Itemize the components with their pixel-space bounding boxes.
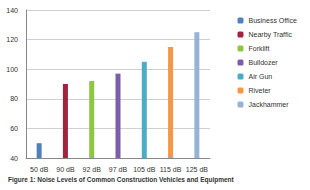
svg-text:Figure 1: Noise Levels of Comm: Figure 1: Noise Levels of Common Constru… (8, 176, 235, 184)
svg-text:Forklift: Forklift (248, 45, 269, 52)
svg-text:125 dB: 125 dB (186, 166, 209, 173)
svg-text:90 dB: 90 dB (56, 166, 75, 173)
svg-text:Jackhammer: Jackhammer (248, 101, 289, 108)
svg-text:Riveter: Riveter (248, 87, 271, 94)
svg-text:Nearby Traffic: Nearby Traffic (248, 31, 292, 39)
svg-text:Business Office: Business Office (248, 17, 297, 24)
svg-text:40: 40 (10, 155, 18, 162)
svg-text:115 dB: 115 dB (160, 166, 182, 173)
svg-text:80: 80 (10, 95, 18, 102)
svg-text:105 dB: 105 dB (133, 166, 156, 173)
svg-text:100: 100 (6, 66, 18, 73)
svg-text:60: 60 (10, 125, 18, 132)
svg-text:Bulldozer: Bulldozer (248, 59, 278, 66)
svg-text:140: 140 (6, 7, 18, 14)
svg-text:120: 120 (6, 36, 18, 43)
svg-text:92 dB: 92 dB (83, 166, 102, 173)
svg-text:Air Gun: Air Gun (248, 73, 272, 80)
svg-text:97 dB: 97 dB (109, 166, 128, 173)
svg-text:50 dB: 50 dB (30, 166, 49, 173)
